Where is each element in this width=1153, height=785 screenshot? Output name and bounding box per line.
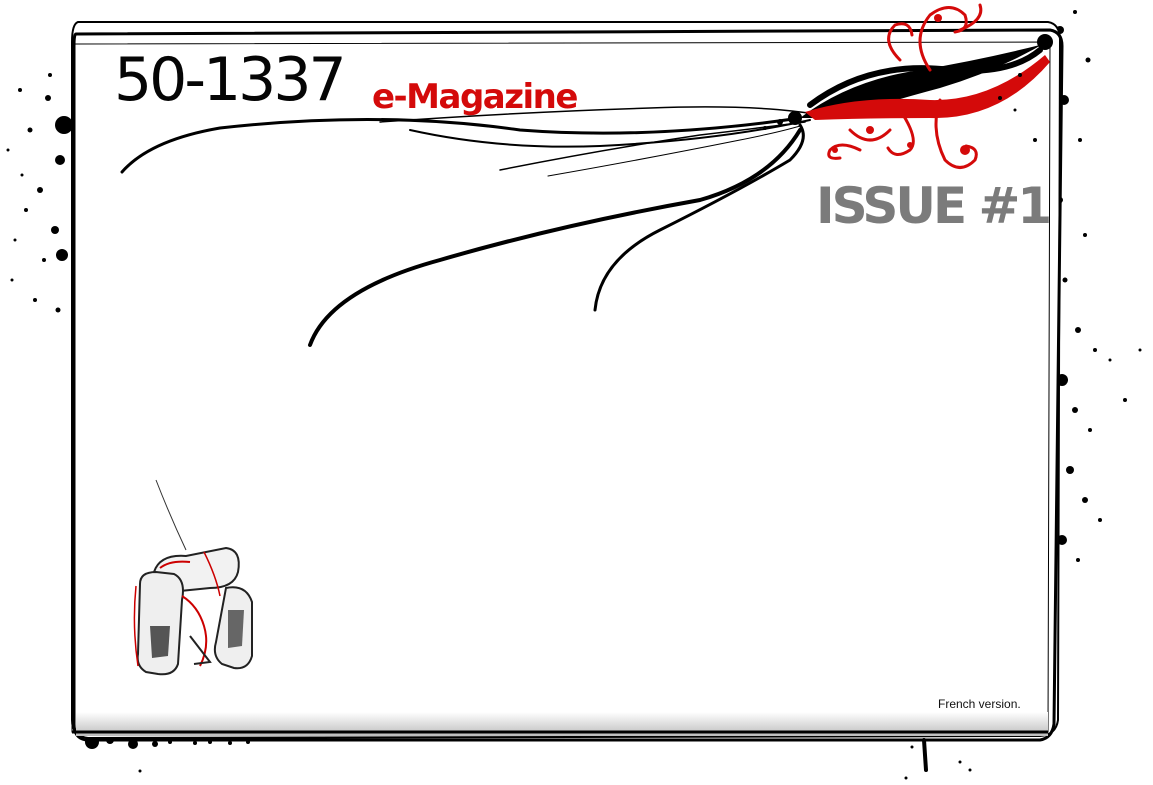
ink-drip xyxy=(922,738,928,772)
issue-number: ISSUE #1 xyxy=(816,177,1052,235)
ink-splatter-bottom xyxy=(85,735,972,780)
ink-splatter-left xyxy=(6,73,73,313)
cover-frame xyxy=(71,21,1064,742)
robot-sketch-illustration xyxy=(133,479,253,676)
ribbon-swirl xyxy=(763,3,1053,169)
brush-swirl xyxy=(120,106,821,347)
ink-splatter-right xyxy=(1056,10,1142,562)
magazine-subtitle: e-Magazine xyxy=(372,77,578,117)
magazine-title: 50-1337 xyxy=(114,45,347,115)
language-note: French version. xyxy=(938,697,1021,711)
